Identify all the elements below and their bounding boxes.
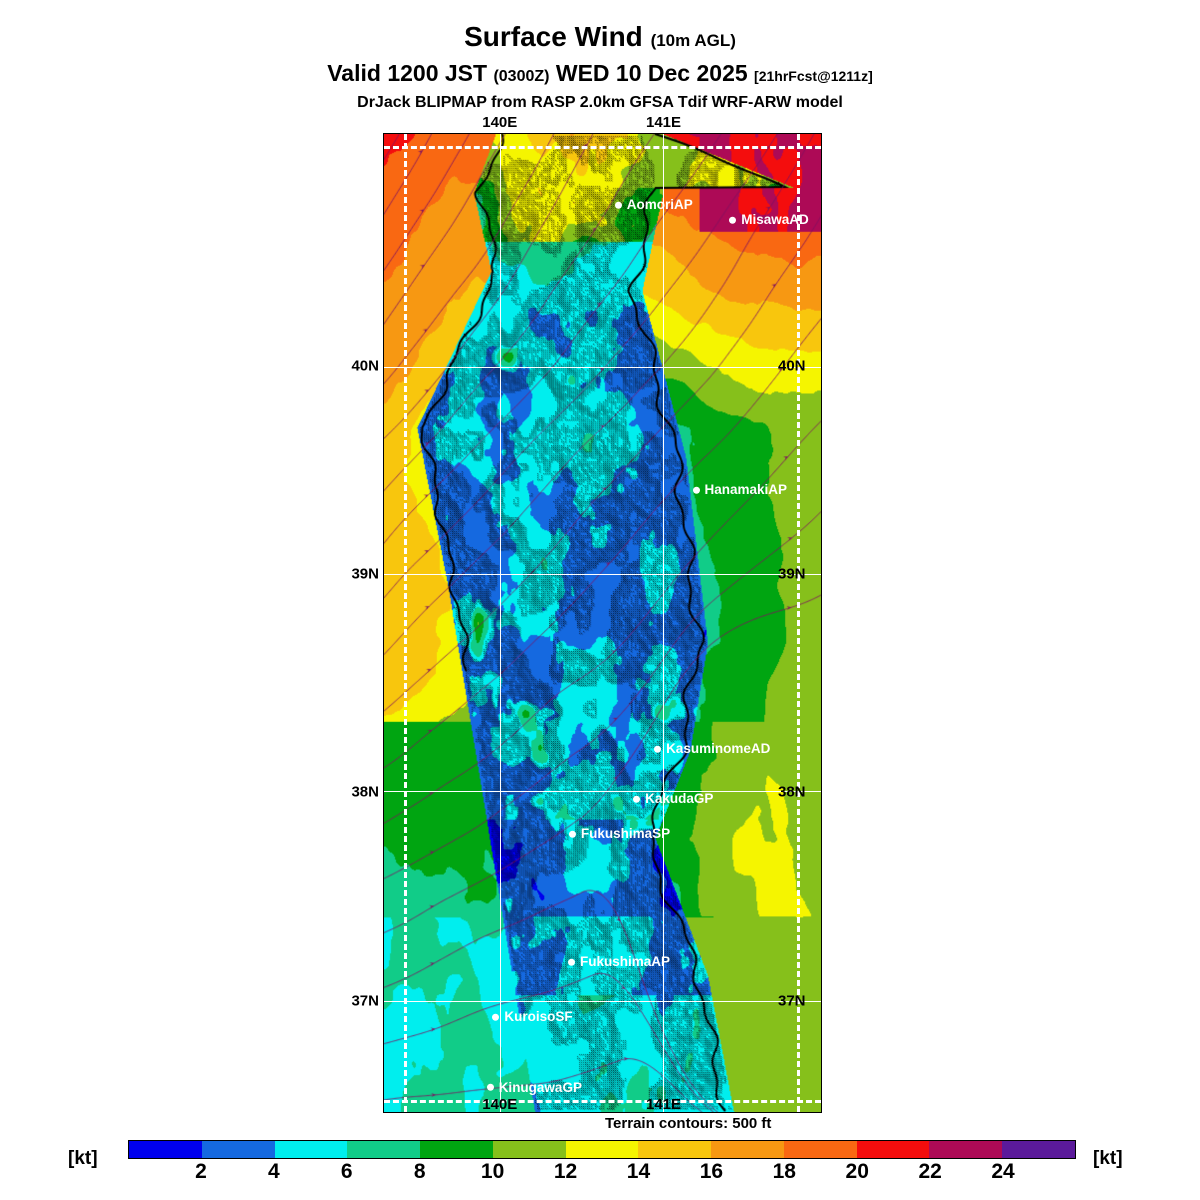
valid-time-utc: (0300Z) — [493, 68, 550, 85]
station-dot-icon — [614, 202, 622, 210]
colorbar-tick-labels: 2 4 6 8 10 12 14 16 18 20 22 24 — [128, 1160, 1076, 1190]
colorbar-segment-11 — [929, 1141, 1003, 1158]
lon-tick-140E: 140E — [482, 114, 518, 131]
model-source-line: DrJack BLIPMAP from RASP 2.0km GFSA Tdif… — [357, 94, 843, 111]
wind-speed-raster — [384, 134, 821, 1112]
colorbar: [kt] 2 4 6 8 10 12 14 16 18 20 22 24 [kt] — [0, 1136, 1200, 1196]
station-marker-misawaad[interactable]: MisawaAD — [729, 213, 809, 227]
title-altitude-qualifier: (10m AGL) — [650, 31, 736, 50]
colorbar-segment-12 — [1002, 1141, 1075, 1158]
station-label: KakudaGP — [645, 791, 714, 807]
station-dot-icon — [486, 1084, 494, 1092]
colorbar-segment-9 — [783, 1141, 857, 1158]
station-marker-kasuminomead[interactable]: KasuminomeAD — [654, 742, 770, 756]
colorbar-segment-7 — [638, 1141, 712, 1158]
lon-tick-141E: 141E — [645, 114, 682, 131]
valid-date: WED 10 Dec 2025 — [555, 60, 748, 86]
station-dot-icon — [692, 486, 700, 494]
graticule-parallel-37N — [384, 1000, 821, 1002]
page-title: Surface Wind (10m AGL) — [0, 22, 1200, 56]
lat-tick-right-37N: 37N — [778, 992, 806, 1010]
colorbar-segment-4 — [420, 1141, 493, 1158]
station-label: HanamakiAP — [704, 482, 788, 498]
station-label: FukushimaAP — [579, 954, 670, 970]
colorbar-tick-6: 6 — [340, 1160, 353, 1183]
station-marker-kinugawagp[interactable]: KinugawaGP — [486, 1079, 582, 1095]
colorbar-unit-left: [kt] — [68, 1148, 98, 1169]
station-dot-icon — [633, 795, 641, 803]
station-marker-fukushimaap[interactable]: FukushimaAP — [567, 954, 670, 970]
lat-tick-left-39N: 39N — [351, 565, 379, 583]
forecast-hour-tag: [21hrFcst@1211z] — [754, 68, 873, 84]
lat-tick-right-40N: 40N — [778, 357, 806, 375]
terrain-contour-note: Terrain contours: 500 ft — [605, 1115, 772, 1132]
valid-time-local: Valid 1200 JST — [327, 60, 488, 86]
colorbar-segment-10 — [856, 1141, 930, 1158]
graticule-meridian-140E — [500, 134, 502, 1112]
station-dot-icon — [568, 830, 576, 838]
station-label: FukushimaSP — [580, 826, 671, 842]
colorbar-tick-12: 12 — [553, 1160, 578, 1183]
colorbar-tick-10: 10 — [480, 1160, 505, 1183]
colorbar-segment-0 — [129, 1141, 202, 1158]
station-label: KasuminomeAD — [666, 741, 771, 757]
colorbar-segment-5 — [492, 1141, 566, 1158]
station-label: AomoriAP — [626, 197, 693, 213]
lat-tick-left-38N: 38N — [351, 783, 379, 801]
colorbar-segment-8 — [711, 1141, 784, 1158]
title-main-text: Surface Wind — [464, 21, 643, 52]
station-label: KinugawaGP — [498, 1079, 582, 1095]
colorbar-tick-4: 4 — [268, 1160, 280, 1183]
lon-tick-140E: 140E — [482, 1096, 518, 1113]
colorbar-strip — [128, 1140, 1076, 1159]
title-block: Surface Wind (10m AGL) Valid 1200 JST (0… — [0, 22, 1200, 113]
colorbar-tick-24: 24 — [991, 1160, 1015, 1183]
graticule-parallel-39N — [384, 574, 821, 576]
colorbar-unit-right: [kt] — [1093, 1148, 1123, 1169]
colorbar-segment-2 — [274, 1141, 348, 1158]
colorbar-tick-18: 18 — [772, 1160, 796, 1183]
lat-tick-left-40N: 40N — [351, 357, 379, 375]
station-marker-aomoriap[interactable]: AomoriAP — [614, 197, 693, 213]
lat-tick-right-38N: 38N — [778, 783, 806, 801]
lat-tick-right-39N: 39N — [778, 565, 806, 583]
graticule-parallel-38N — [384, 791, 821, 793]
station-dot-icon — [654, 745, 662, 753]
colorbar-tick-20: 20 — [845, 1160, 869, 1183]
station-marker-hanamakiap[interactable]: HanamakiAP — [692, 482, 788, 498]
colorbar-tick-14: 14 — [626, 1160, 651, 1183]
station-label: KuroisoSF — [504, 1009, 573, 1025]
station-dot-icon — [729, 216, 737, 224]
graticule-parallel-40N — [384, 366, 821, 368]
station-dot-icon — [567, 959, 575, 967]
weather-map[interactable]: AomoriAP MisawaAD HanamakiAP KasuminomeAD Ka… — [383, 133, 822, 1113]
colorbar-tick-2: 2 — [195, 1160, 207, 1183]
station-dot-icon — [492, 1013, 500, 1021]
lon-tick-141E: 141E — [645, 1096, 682, 1113]
station-label: MisawaAD — [741, 212, 809, 228]
station-marker-fukushimasp[interactable]: FukushimaSP — [568, 826, 671, 842]
station-marker-kakudagp[interactable]: KakudaGP — [633, 792, 713, 806]
colorbar-segment-6 — [565, 1141, 639, 1158]
colorbar-segment-1 — [201, 1141, 275, 1158]
colorbar-segment-3 — [347, 1141, 421, 1158]
graticule-meridian-141E — [663, 134, 665, 1112]
station-marker-kuroisosf[interactable]: KuroisoSF — [492, 1009, 573, 1025]
valid-time-line: Valid 1200 JST (0300Z) WED 10 Dec 2025 [… — [0, 59, 1200, 91]
lat-tick-left-37N: 37N — [351, 992, 379, 1010]
colorbar-tick-16: 16 — [699, 1160, 724, 1183]
colorbar-tick-8: 8 — [413, 1160, 426, 1183]
colorbar-tick-22: 22 — [918, 1160, 942, 1183]
